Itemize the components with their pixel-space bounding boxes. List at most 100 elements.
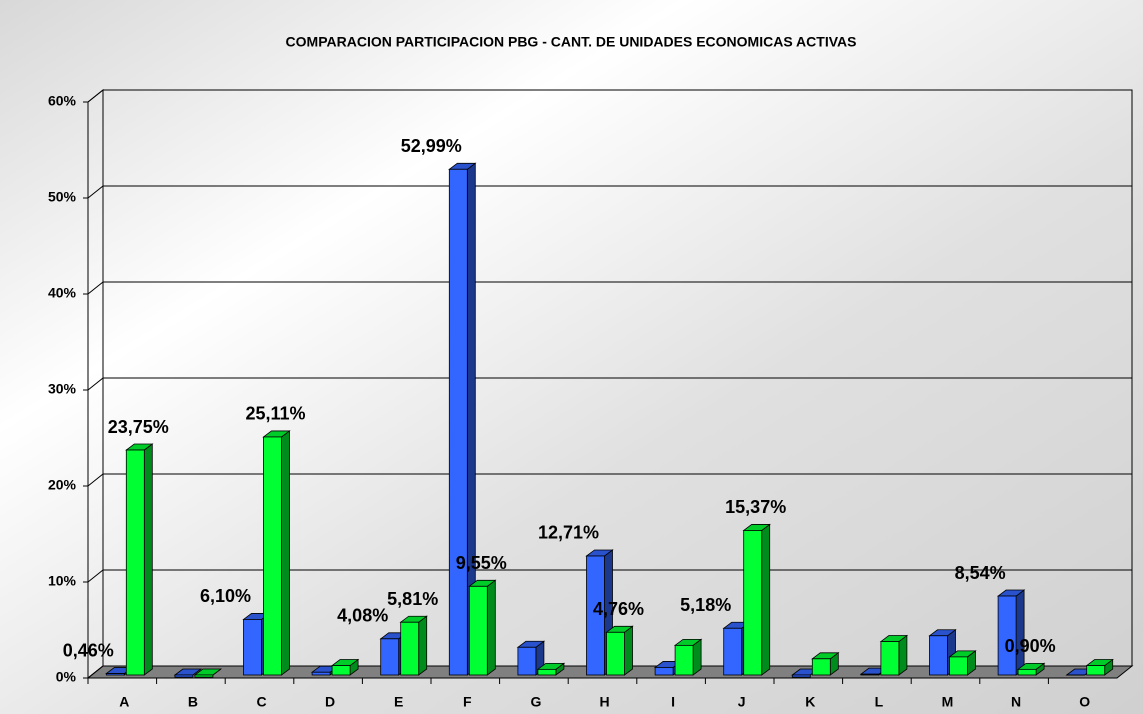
- data-label: 6,10%: [200, 586, 251, 606]
- bar-front: [468, 585, 488, 676]
- x-tick-label: B: [188, 694, 198, 710]
- grid-line: [87, 185, 1132, 199]
- y-tick-label: 40%: [48, 285, 77, 301]
- bar: [879, 634, 909, 676]
- bar: [996, 589, 1026, 676]
- bar: [811, 651, 840, 676]
- grid-line: [87, 377, 1132, 391]
- bar: [193, 668, 223, 678]
- bar-front: [174, 674, 194, 678]
- bar: [605, 625, 634, 676]
- data-label: 9,55%: [456, 553, 507, 573]
- data-label: 0,46%: [63, 640, 114, 660]
- bar-front: [263, 436, 282, 676]
- bar: [468, 579, 497, 676]
- bar-front: [811, 658, 831, 676]
- bar: [516, 640, 546, 676]
- grid-line: [87, 665, 1132, 679]
- grid-line: [87, 89, 1132, 103]
- bar-front: [380, 638, 400, 676]
- data-label: 0,90%: [1005, 636, 1056, 656]
- bar-front: [311, 671, 331, 676]
- x-tick-label: O: [1079, 694, 1090, 710]
- bar-front: [723, 627, 743, 676]
- data-label: 52,99%: [401, 136, 462, 156]
- bar-side: [418, 615, 428, 676]
- x-tick-label: J: [738, 694, 746, 710]
- bar-front: [1086, 665, 1106, 676]
- bar-front: [448, 168, 468, 676]
- bar: [1016, 662, 1046, 676]
- data-label: 25,11%: [245, 404, 305, 424]
- bar-front: [243, 619, 262, 676]
- bar-front: [743, 530, 763, 676]
- x-tick-label: C: [256, 694, 266, 710]
- chart-title: COMPARACION PARTICIPACION PBG - CANT. DE…: [286, 34, 857, 50]
- bar: [948, 650, 977, 676]
- bar: [1085, 658, 1114, 676]
- data-label: 8,54%: [955, 563, 1006, 583]
- x-tick-label: F: [463, 694, 472, 710]
- data-label: 15,37%: [725, 497, 786, 517]
- data-label: 5,81%: [387, 589, 438, 609]
- x-tick-label: K: [805, 694, 815, 710]
- data-label: 5,18%: [680, 595, 731, 615]
- bar: [173, 668, 203, 678]
- bar: [673, 638, 703, 676]
- bar-side: [281, 430, 290, 676]
- y-tick-label: 0%: [56, 669, 77, 685]
- y-tick-label: 50%: [48, 189, 77, 205]
- bar-front: [654, 667, 674, 676]
- bar-front: [125, 449, 145, 676]
- bar-front: [949, 656, 968, 676]
- x-tick-label: L: [875, 694, 884, 710]
- bar-side: [898, 634, 908, 676]
- bar-front: [880, 641, 900, 676]
- y-tick-label: 20%: [48, 477, 77, 493]
- bar-front: [586, 555, 605, 676]
- bar: [742, 523, 771, 676]
- bar-front: [194, 674, 214, 678]
- x-tick-label: M: [942, 694, 954, 710]
- bar-front: [1017, 668, 1037, 676]
- bar-front: [606, 631, 625, 676]
- x-tick-label: N: [1011, 694, 1021, 710]
- bar: [536, 662, 566, 676]
- x-tick-label: G: [530, 694, 541, 710]
- bar: [330, 658, 360, 676]
- bar-side: [624, 625, 633, 676]
- bar-front: [400, 621, 420, 676]
- bar-front: [860, 673, 880, 676]
- bar-side: [143, 443, 153, 676]
- x-tick-label: H: [599, 694, 609, 710]
- bar: [262, 430, 291, 676]
- bar: [1065, 668, 1094, 676]
- bar-front: [791, 674, 811, 678]
- bar-front: [537, 668, 557, 676]
- y-tick-label: 10%: [48, 573, 77, 589]
- y-tick-label: 60%: [48, 93, 77, 109]
- bar: [399, 615, 428, 676]
- bar-front: [929, 635, 948, 676]
- data-label: 23,75%: [108, 417, 169, 437]
- bar-side: [1015, 589, 1025, 676]
- grid-line: [87, 281, 1132, 295]
- x-tick-label: E: [394, 694, 403, 710]
- bar-front: [997, 595, 1017, 676]
- grid-line: [87, 473, 1132, 487]
- bar-front: [674, 644, 694, 676]
- bar-front: [517, 646, 537, 676]
- data-label: 12,71%: [538, 523, 599, 543]
- bar-side: [761, 523, 771, 676]
- bar: [125, 443, 154, 676]
- bar-side: [486, 579, 496, 676]
- data-label: 4,08%: [337, 606, 388, 626]
- x-tick-label: I: [671, 694, 675, 710]
- bar-front: [105, 673, 125, 676]
- x-tick-label: A: [119, 694, 129, 710]
- y-tick-label: 30%: [48, 381, 77, 397]
- x-tick-label: D: [325, 694, 335, 710]
- grid-line: [87, 569, 1132, 583]
